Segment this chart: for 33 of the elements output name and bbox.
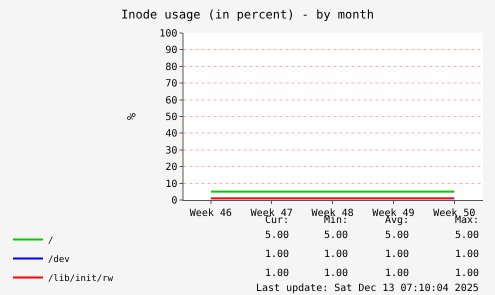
text: 1.00 [455, 249, 480, 260]
text: 1.00 [455, 268, 480, 279]
text: Last update: Sat Dec 13 07:10:04 2025 [256, 283, 479, 294]
y-tick-label: 60 [165, 95, 178, 106]
y-tick-label: 90 [165, 45, 178, 56]
y-tick-label: 50 [165, 112, 178, 123]
y-tick-label: 0 [171, 196, 178, 206]
y-tick-label: 40 [165, 128, 178, 140]
text: 5.00 [265, 230, 290, 241]
text: 1.00 [265, 268, 290, 279]
text: 1.00 [324, 249, 348, 260]
text: 1.00 [385, 249, 410, 260]
text: Min: [324, 215, 348, 226]
text: 1.00 [385, 268, 410, 279]
text: 5.00 [455, 230, 480, 241]
text: 1.00 [324, 268, 348, 279]
text: Avg: [385, 215, 410, 226]
x-tick-label: Week 46 [190, 208, 232, 219]
y-tick-label: 10 [165, 178, 178, 190]
legend-label: /lib/init/rw [48, 274, 114, 284]
text: Cur: [265, 215, 290, 226]
y-tick-label: 70 [165, 78, 178, 90]
text: 5.00 [385, 230, 410, 241]
y-tick-label: 100 [159, 28, 178, 40]
legend-label: / [48, 236, 54, 246]
y-tick-label: 80 [165, 62, 178, 73]
y-tick-label: 30 [165, 145, 178, 156]
y-axis-title: % [124, 112, 139, 120]
y-tick-label: 20 [165, 162, 178, 174]
text: 5.00 [324, 230, 348, 241]
legend-label: /dev [48, 255, 70, 266]
text: 1.00 [265, 249, 290, 260]
chart-title: Inode usage (in percent) - by month [121, 7, 374, 22]
